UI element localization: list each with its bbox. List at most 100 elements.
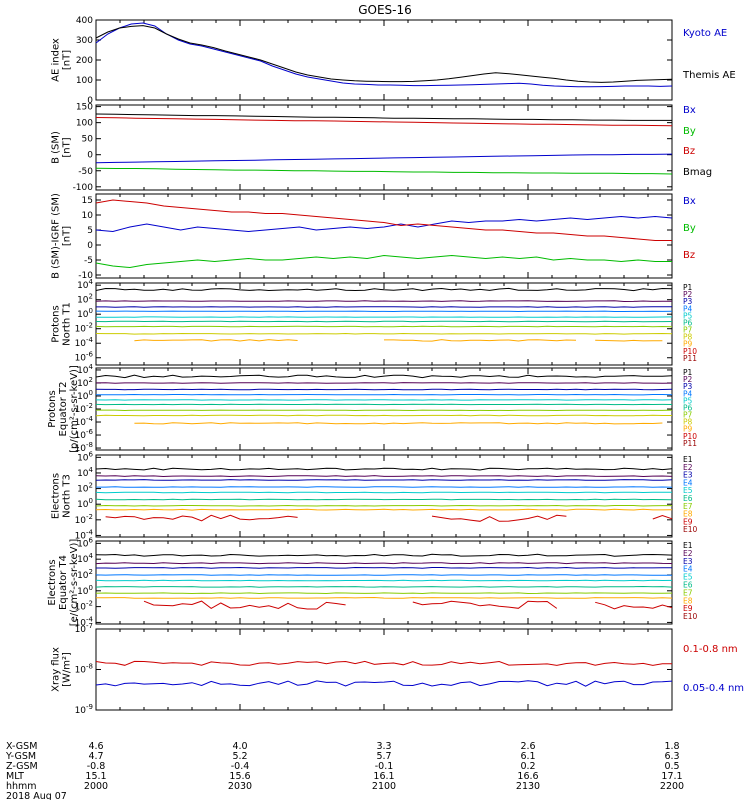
series-line-p6 <box>96 321 672 322</box>
y-axis-label: Protons <box>51 305 62 342</box>
y-tick-label: 15 <box>82 196 93 206</box>
footer-row-label: 2018 Aug 07 <box>6 791 67 800</box>
y-tick-label: -5 <box>84 256 93 266</box>
series-line-e4 <box>96 487 672 488</box>
series-line-e1 <box>96 468 672 470</box>
y-tick-label: 50 <box>82 135 94 145</box>
y-axis-label: B (SM)-IGRF (SM) <box>51 193 62 279</box>
series-line-e4 <box>96 575 672 576</box>
legend-p11: P11 <box>683 354 697 363</box>
y-tick-label: 102 <box>77 482 93 495</box>
series-line-e8 <box>96 509 672 510</box>
y-axis-label: [nT] <box>62 137 73 157</box>
legend-p11: P11 <box>683 439 697 448</box>
y-tick-label: -50 <box>78 167 93 177</box>
y-tick-label: 100 <box>77 497 93 510</box>
series-line-bx <box>96 154 672 163</box>
y-tick-label: 100 <box>77 307 93 320</box>
y-axis-label: AE index <box>51 38 62 82</box>
series-line-e5 <box>96 580 672 581</box>
y-tick-label: 0 <box>87 151 93 161</box>
series-line-e7 <box>96 593 672 594</box>
y-tick-label: 10-6 <box>75 351 94 364</box>
series-line-e9 <box>653 516 672 520</box>
series-line-by <box>96 256 672 268</box>
legend-by: By <box>683 126 696 137</box>
y-tick-label: 10-9 <box>75 703 93 716</box>
y-axis-label: Protons <box>47 390 58 427</box>
series-line-p9 <box>134 340 297 341</box>
series-line-p3 <box>96 389 672 390</box>
footer-value-hhmm: 2030 <box>228 781 252 792</box>
series-line-e2 <box>96 563 672 564</box>
y-tick-label: -100 <box>73 183 94 193</box>
y-tick-label: 10-4 <box>75 336 94 349</box>
footer-value-hhmm: 2130 <box>516 781 540 792</box>
series-line-e1 <box>96 554 672 556</box>
panel-frame <box>96 455 672 537</box>
series-line-e3 <box>96 568 672 569</box>
legend-bz: Bz <box>683 250 695 261</box>
y-axis-label: [W/m²] <box>62 652 73 687</box>
series-line-e9 <box>432 515 566 521</box>
series-line-e9 <box>144 601 346 609</box>
series-line-0.1-0.8 nm <box>96 661 672 665</box>
y-axis-label: B (SM) <box>51 131 62 164</box>
legend-bx: Bx <box>683 105 696 116</box>
y-axis-label: [nT] <box>62 50 73 70</box>
y-tick-label: 100 <box>76 119 93 129</box>
series-line-p3 <box>96 307 672 308</box>
y-tick-label: 104 <box>77 466 93 479</box>
plot-title: GOES-16 <box>358 3 412 17</box>
legend-bmag: Bmag <box>683 167 712 178</box>
series-line-p9 <box>134 423 662 424</box>
legend-by: By <box>683 223 696 234</box>
series-line-e9 <box>595 602 672 609</box>
panel-frame <box>96 20 672 100</box>
series-line-e9 <box>106 515 298 521</box>
panel-frame <box>96 283 672 365</box>
series-line-kyoto-ae <box>96 23 672 87</box>
panel-frame <box>96 541 672 624</box>
series-line-bz <box>96 200 672 241</box>
legend-themis-ae: Themis AE <box>682 70 736 81</box>
y-axis-label: North T1 <box>62 302 73 346</box>
series-line-p1 <box>96 375 672 377</box>
y-axis-label: Xray flux <box>51 647 62 692</box>
legend-kyoto-ae: Kyoto AE <box>683 28 727 39</box>
series-line-e8 <box>96 598 672 599</box>
y-axis-label: Equator T2 <box>58 382 69 437</box>
y-tick-label: 5 <box>87 226 93 236</box>
series-line-e5 <box>96 492 672 493</box>
legend-e10: E10 <box>683 612 698 621</box>
y-tick-label: 200 <box>76 56 93 66</box>
panel-frame <box>96 368 672 450</box>
y-axis-label: Electrons <box>47 559 58 605</box>
series-line-e3 <box>96 480 672 481</box>
series-line-e6 <box>96 587 672 588</box>
series-line-p8 <box>96 334 672 335</box>
legend-0-1-0-8-nm: 0.1-0.8 nm <box>683 644 738 655</box>
series-line-p2 <box>96 301 672 302</box>
y-axis-label: Equator T4 <box>58 555 69 610</box>
series-line-p7 <box>96 326 672 327</box>
y-axis-label: [nT] <box>62 226 73 246</box>
legend-bx: Bx <box>683 196 696 207</box>
series-line-e6 <box>96 499 672 500</box>
y-tick-label: 150 <box>76 103 93 113</box>
y-tick-label: 10-2 <box>75 322 93 335</box>
series-line-e7 <box>96 506 672 507</box>
series-line-p2 <box>96 383 672 384</box>
series-line-e2 <box>96 476 672 477</box>
series-line-e9 <box>413 601 557 608</box>
